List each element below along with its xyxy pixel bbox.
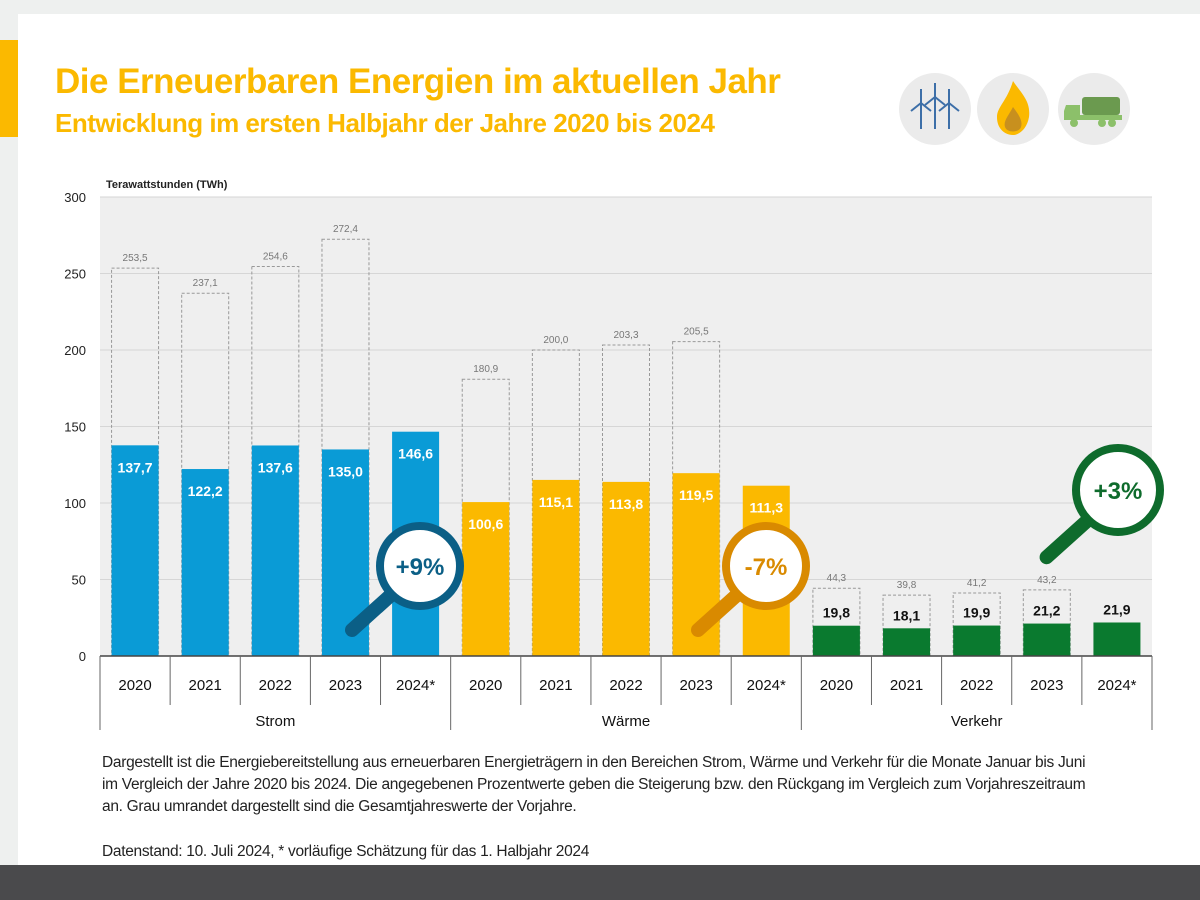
bar-value-label: 111,3 <box>750 500 784 516</box>
x-tick-label: 2022 <box>609 677 642 694</box>
annual-total-label: 203,3 <box>613 330 638 341</box>
magnifier-lens <box>722 522 810 610</box>
y-tick-label: 100 <box>64 496 86 511</box>
bar <box>1023 623 1071 656</box>
group-label: Verkehr <box>951 713 1003 730</box>
bar-value-label: 115,1 <box>539 494 573 510</box>
x-tick-label: 2020 <box>820 677 853 694</box>
bar <box>462 502 510 656</box>
bar-value-label: 19,8 <box>823 605 850 621</box>
annual-total-label: 44,3 <box>827 573 847 584</box>
bar-value-label: 21,9 <box>1103 601 1130 617</box>
bar <box>602 481 650 656</box>
bar <box>953 625 1001 656</box>
x-tick-label: 2021 <box>539 677 572 694</box>
accent-bar <box>0 40 18 137</box>
bar-value-label: 146,6 <box>398 446 433 462</box>
annual-total-label: 39,8 <box>897 580 917 591</box>
annual-total-label: 253,5 <box>123 253 148 264</box>
x-tick-label: 2020 <box>118 677 151 694</box>
y-axis-label: Terawattstunden (TWh) <box>106 179 228 191</box>
y-tick-label: 50 <box>72 573 86 588</box>
x-tick-label: 2023 <box>1030 677 1063 694</box>
x-tick-label: 2024* <box>747 677 786 694</box>
x-tick-label: 2020 <box>469 677 502 694</box>
y-tick-label: 200 <box>64 343 86 358</box>
annual-total-label: 237,1 <box>193 278 218 289</box>
change-percent-label: +3% <box>1094 478 1143 505</box>
bar <box>812 625 860 656</box>
bar-value-label: 18,1 <box>893 607 920 623</box>
x-tick-label: 2021 <box>890 677 923 694</box>
annual-total-label: 205,5 <box>684 327 709 338</box>
bar-value-label: 100,6 <box>468 516 503 532</box>
page-subtitle: Entwicklung im ersten Halbjahr der Jahre… <box>55 108 715 138</box>
annual-total-label: 180,9 <box>473 364 498 375</box>
bar <box>111 445 159 656</box>
tanker-truck-icon <box>1058 73 1130 145</box>
footer-bar <box>0 865 1200 900</box>
footnote: Datenstand: 10. Juli 2024, * vorläufige … <box>102 843 590 860</box>
bar-value-label: 122,2 <box>188 483 223 499</box>
magnifier-lens <box>376 522 464 610</box>
bar-value-label: 137,6 <box>258 459 293 475</box>
y-tick-label: 150 <box>64 420 86 435</box>
y-tick-label: 250 <box>64 267 86 282</box>
annual-total-label: 272,4 <box>333 224 358 235</box>
annual-total-label: 43,2 <box>1037 575 1057 586</box>
group-label: Strom <box>255 713 295 730</box>
change-percent-label: +9% <box>396 554 445 581</box>
x-tick-label: 2022 <box>259 677 292 694</box>
x-tick-label: 2023 <box>329 677 362 694</box>
magnifier-icon: -7% <box>691 522 810 637</box>
magnifier-handle <box>1039 512 1096 565</box>
bar <box>532 479 580 656</box>
annual-total-box <box>812 587 861 657</box>
magnifier-handle <box>345 587 399 637</box>
x-tick-label: 2021 <box>189 677 222 694</box>
bar-value-label: 135,0 <box>328 463 363 479</box>
annual-total-label: 200,0 <box>543 335 568 346</box>
bar <box>883 628 931 656</box>
description: Dargestellt ist die Energiebereitstellun… <box>102 754 1086 815</box>
x-tick-label: 2024* <box>396 677 435 694</box>
flame-icon <box>977 73 1049 145</box>
magnifier-icon: +3% <box>1039 444 1164 565</box>
bar-value-label: 137,7 <box>118 459 153 475</box>
magnifier-icon: +9% <box>345 522 464 637</box>
x-tick-label: 2023 <box>679 677 712 694</box>
annual-total-label: 254,6 <box>263 251 288 262</box>
bar-value-label: 113,8 <box>609 496 643 512</box>
x-tick-label: 2024* <box>1097 677 1136 694</box>
bar <box>1093 622 1141 656</box>
magnifier-handle <box>691 587 745 637</box>
bar <box>251 445 299 656</box>
bar-value-label: 19,9 <box>963 605 990 621</box>
group-label: Wärme <box>602 713 650 730</box>
y-tick-label: 0 <box>79 649 86 664</box>
change-percent-label: -7% <box>745 554 788 581</box>
bar <box>181 469 229 656</box>
page-title: Die Erneuerbaren Energien im aktuellen J… <box>55 62 781 101</box>
bar-value-label: 119,5 <box>679 487 713 503</box>
x-tick-label: 2022 <box>960 677 993 694</box>
annual-total-label: 41,2 <box>967 578 987 589</box>
wind-turbine-icon <box>899 73 971 145</box>
bar-value-label: 21,2 <box>1033 603 1060 619</box>
magnifier-lens <box>1072 444 1164 536</box>
y-tick-label: 300 <box>64 190 86 205</box>
